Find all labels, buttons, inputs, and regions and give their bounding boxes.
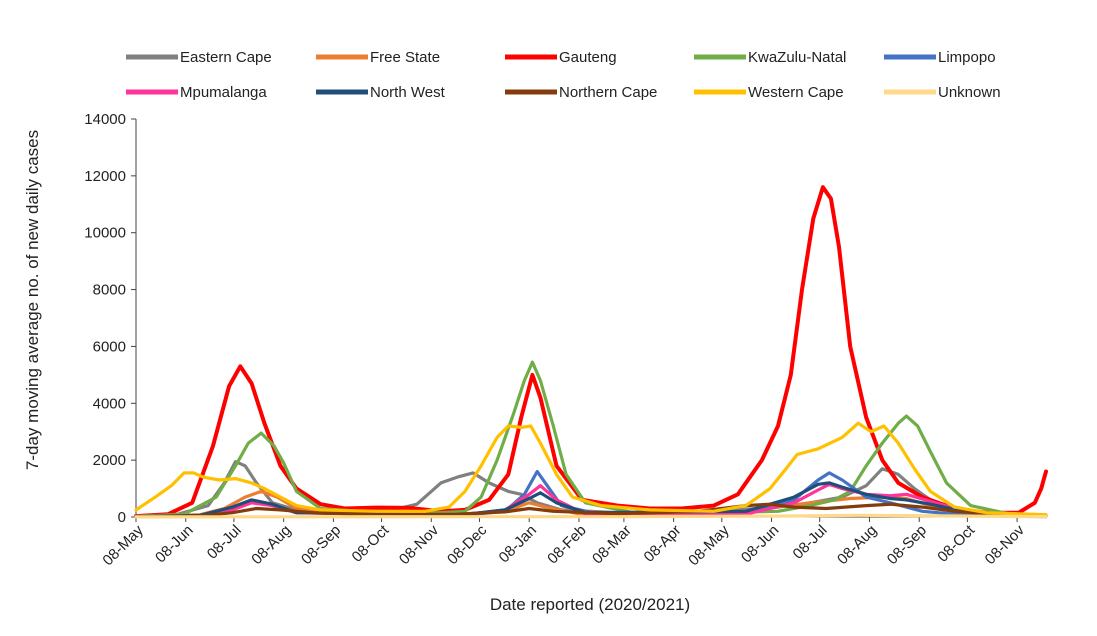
legend-label: Free State — [370, 49, 440, 66]
y-tick-label: 4000 — [93, 395, 126, 412]
x-tick-label: 08-Aug — [248, 522, 294, 568]
x-tick-label: 08-Sep — [298, 522, 344, 568]
legend-label: KwaZulu-Natal — [748, 49, 846, 66]
series-line-gauteng — [134, 185, 1048, 519]
y-tick-label: 6000 — [93, 338, 126, 355]
legend-label: Eastern Cape — [180, 49, 272, 66]
y-tick-label: 8000 — [93, 282, 126, 299]
legend-label: Mpumalanga — [180, 84, 267, 101]
y-tick-label: 0 — [118, 509, 126, 526]
y-axis-ticks: 0 2000 4000 6000 8000 10000 12000 14000 — [84, 111, 136, 526]
legend-label: Western Cape — [748, 84, 844, 101]
series-line-kwazulu-natal — [134, 360, 1048, 519]
legend-label: Unknown — [938, 84, 1001, 101]
x-tick-label: 08-Oct — [349, 521, 393, 565]
x-tick-label: 08-Jul — [204, 522, 245, 563]
legend-label: Northern Cape — [559, 84, 657, 101]
x-tick-label: 08-Oct — [934, 521, 978, 565]
legend: Eastern Cape Free State Gauteng KwaZulu-Nat… — [126, 49, 1001, 101]
x-tick-label: 08-Sep — [884, 522, 930, 568]
y-tick-label: 12000 — [84, 168, 126, 185]
x-tick-label: 08-Feb — [544, 522, 590, 568]
series-line-northern-cape — [134, 502, 1048, 519]
x-tick-label: 08-Nov — [396, 521, 443, 568]
axes — [135, 119, 1046, 518]
x-axis-title: Date reported (2020/2021) — [490, 595, 690, 614]
y-tick-label: 10000 — [84, 225, 126, 242]
y-tick-label: 14000 — [84, 111, 126, 128]
x-tick-label: 08-Jan — [496, 522, 540, 566]
legend-label: Gauteng — [559, 49, 617, 66]
legend-label: North West — [370, 84, 446, 101]
x-tick-label: 08-Jul — [790, 522, 831, 563]
x-tick-label: 08-Nov — [982, 521, 1029, 568]
x-axis-ticks: 08-May 08-Jun 08-Jul 08-Aug 08-Sep 08-Oct 08-N… — [99, 517, 1028, 569]
x-tick-label: 08-Jun — [738, 522, 782, 566]
y-tick-label: 2000 — [93, 452, 126, 469]
series-lines — [134, 185, 1048, 519]
x-tick-label: 08-Mar — [589, 522, 635, 568]
x-tick-label: 08-May — [685, 521, 733, 569]
y-axis-title: 7-day moving average no. of new daily ca… — [23, 130, 42, 470]
series-line-western-cape — [134, 421, 1048, 517]
x-tick-label: 08-Apr — [641, 522, 685, 566]
x-tick-label: 08-Dec — [444, 521, 491, 568]
x-tick-label: 08-May — [99, 521, 147, 569]
x-tick-label: 08-Aug — [834, 522, 880, 568]
legend-label: Limpopo — [938, 49, 996, 66]
series-line-unknown — [134, 513, 1048, 519]
x-tick-label: 08-Jun — [152, 522, 196, 566]
